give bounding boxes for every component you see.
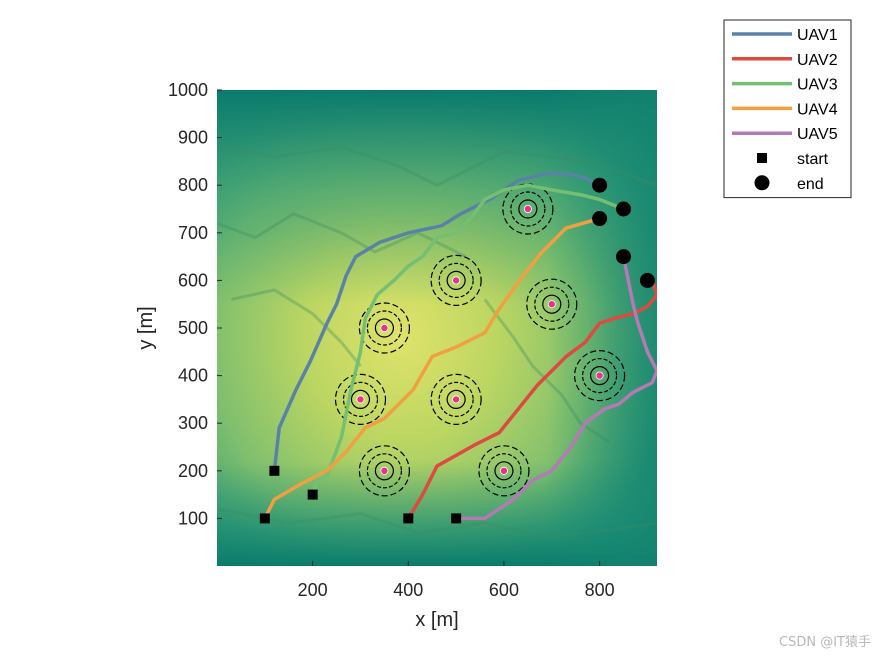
threat-ring <box>374 318 394 338</box>
threat-center <box>547 300 556 309</box>
y-tick-label: 100 <box>178 508 208 528</box>
start-marker <box>307 489 318 500</box>
y-tick-label: 800 <box>178 175 208 195</box>
legend-label-uav5: UAV5 <box>797 126 838 143</box>
start-marker <box>451 513 462 524</box>
legend: UAV1 UAV2 UAV3 UAV4 UAV5 start end <box>723 19 852 199</box>
threat-ring <box>542 294 562 314</box>
threat-ring <box>518 199 538 219</box>
watermark: CSDN @IT猿手 <box>779 635 871 650</box>
y-axis-label: y [m] <box>135 306 157 349</box>
x-tick-label: 800 <box>585 580 615 600</box>
x-axis-label: x [m] <box>415 609 458 631</box>
threat-ring <box>366 453 402 489</box>
threat-center <box>499 466 508 475</box>
threat-ring <box>334 373 387 425</box>
terrain-ridge <box>217 145 657 187</box>
legend-label-uav2: UAV2 <box>797 52 838 69</box>
path-uav4 <box>263 216 602 521</box>
y-tick-label: 600 <box>178 270 208 290</box>
legend-label-start: start <box>797 151 829 168</box>
threat-ring <box>446 389 466 409</box>
threat-ring <box>494 461 514 481</box>
end-marker <box>592 177 608 193</box>
threat-ring <box>438 381 474 417</box>
legend-swatch-end <box>754 175 770 191</box>
legend-swatch-start <box>757 153 767 163</box>
threat-center <box>356 395 365 404</box>
y-tick-label: 1000 <box>168 80 208 100</box>
threat-ring <box>590 366 610 386</box>
threat-ring <box>358 445 410 497</box>
y-tick-label: 900 <box>178 128 208 148</box>
y-tick-label: 200 <box>178 461 208 481</box>
legend-label-uav1: UAV1 <box>797 27 838 44</box>
threat-center <box>452 276 461 285</box>
uav-paths <box>263 171 657 521</box>
terrain-ridge <box>231 288 362 368</box>
y-tick-label: 300 <box>178 413 208 433</box>
threat-ring <box>486 453 522 489</box>
path-uav2 <box>406 278 657 521</box>
threat-ring <box>510 191 546 227</box>
threat-ring <box>350 389 371 409</box>
terrain-ridge <box>217 212 467 258</box>
legend-label-end: end <box>797 176 824 193</box>
threat-ring <box>438 262 474 298</box>
threat-ring <box>574 350 626 402</box>
start-marker <box>269 465 280 476</box>
legend-label-uav4: UAV4 <box>797 101 838 118</box>
terrain-ridge <box>217 507 657 539</box>
terrain-map <box>217 90 657 566</box>
threat-center <box>595 371 604 380</box>
axes: 200 400 600 800 100 200 300 400 500 600 700 800 900 1… <box>168 80 615 600</box>
threat-ring <box>526 278 578 330</box>
threat-ring <box>374 461 394 481</box>
threat-ring <box>342 381 379 417</box>
x-tick-label: 600 <box>489 580 519 600</box>
threat-ring <box>430 254 482 306</box>
path-uav5 <box>454 254 657 521</box>
path-uav3 <box>310 183 626 497</box>
legend-label-uav3: UAV3 <box>797 77 838 94</box>
start-marker <box>403 513 414 524</box>
x-tick-label: 400 <box>393 580 423 600</box>
threat-ring <box>478 445 530 497</box>
y-tick-label: 500 <box>178 318 208 338</box>
threat-ring <box>582 358 618 394</box>
y-tick-label: 400 <box>178 366 208 386</box>
threat-ring <box>446 270 466 290</box>
threat-ring <box>430 373 482 425</box>
end-marker <box>639 272 655 288</box>
threat-center <box>380 466 389 475</box>
end-marker <box>592 211 608 227</box>
threat-center <box>380 323 389 332</box>
threat-center <box>452 395 461 404</box>
x-tick-label: 200 <box>298 580 328 600</box>
start-marker <box>259 513 270 524</box>
threat-ring <box>534 286 570 322</box>
y-tick-label: 700 <box>178 223 208 243</box>
threat-center <box>523 204 532 213</box>
threat-ring <box>358 302 410 354</box>
end-marker <box>616 249 632 265</box>
path-uav1 <box>272 171 602 473</box>
threat-ring <box>366 310 402 346</box>
end-marker <box>616 201 632 217</box>
terrain-shade-right <box>217 90 657 566</box>
waypoint-markers <box>259 177 655 524</box>
